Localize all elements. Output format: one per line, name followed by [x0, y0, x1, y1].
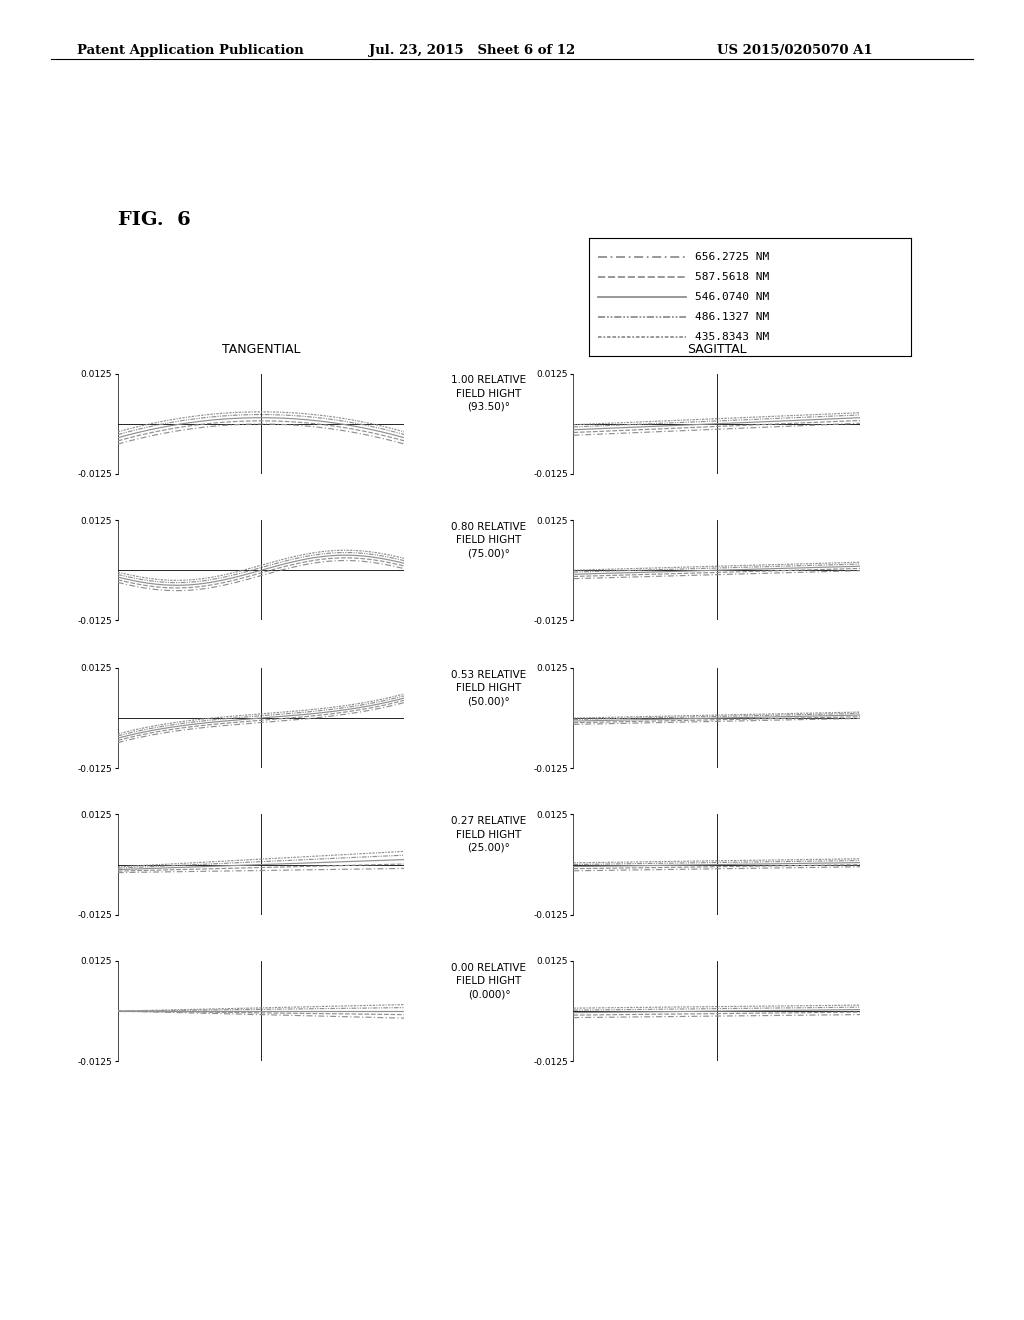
Text: 656.2725 NM: 656.2725 NM [695, 252, 769, 261]
Text: 486.1327 NM: 486.1327 NM [695, 313, 769, 322]
Text: 435.8343 NM: 435.8343 NM [695, 333, 769, 342]
Text: 0.27 RELATIVE
FIELD HIGHT
(25.00)°: 0.27 RELATIVE FIELD HIGHT (25.00)° [452, 816, 526, 853]
Text: 1.00 RELATIVE
FIELD HIGHT
(93.50)°: 1.00 RELATIVE FIELD HIGHT (93.50)° [452, 375, 526, 412]
Text: Jul. 23, 2015   Sheet 6 of 12: Jul. 23, 2015 Sheet 6 of 12 [369, 44, 574, 57]
Text: 0.00 RELATIVE
FIELD HIGHT
(0.000)°: 0.00 RELATIVE FIELD HIGHT (0.000)° [452, 962, 526, 999]
Text: Patent Application Publication: Patent Application Publication [77, 44, 303, 57]
Text: 587.5618 NM: 587.5618 NM [695, 272, 769, 281]
Text: 0.80 RELATIVE
FIELD HIGHT
(75.00)°: 0.80 RELATIVE FIELD HIGHT (75.00)° [452, 521, 526, 558]
Text: FIG.  6: FIG. 6 [118, 211, 190, 230]
Text: 546.0740 NM: 546.0740 NM [695, 292, 769, 302]
Text: SAGITTAL: SAGITTAL [687, 342, 746, 355]
Text: US 2015/0205070 A1: US 2015/0205070 A1 [717, 44, 872, 57]
Text: TANGENTIAL: TANGENTIAL [222, 342, 300, 355]
Text: 0.53 RELATIVE
FIELD HIGHT
(50.00)°: 0.53 RELATIVE FIELD HIGHT (50.00)° [452, 669, 526, 706]
